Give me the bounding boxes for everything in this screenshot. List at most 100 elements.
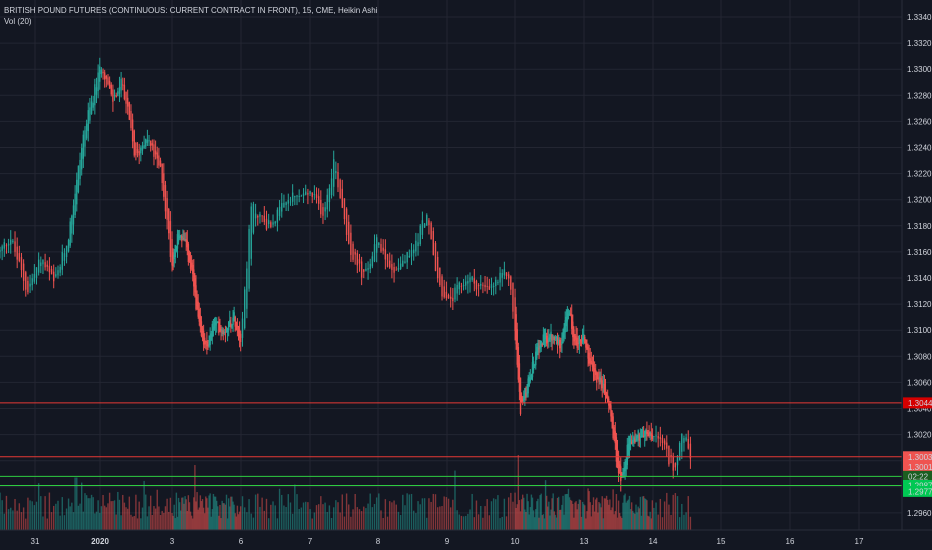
candle-body (343, 198, 346, 220)
candle-body (670, 454, 672, 457)
candle-body (486, 286, 488, 287)
symbol-title[interactable]: BRITISH POUND FUTURES (CONTINUOUS: CURRE… (4, 6, 378, 15)
volume-bar (600, 507, 602, 530)
candle-body (655, 435, 657, 437)
candle-body (84, 130, 86, 147)
volume-bar (173, 504, 175, 530)
candle-body (649, 431, 651, 435)
candle-body (117, 91, 119, 97)
candle-body (156, 152, 158, 159)
candle-body (421, 220, 424, 235)
candle-body (650, 433, 652, 437)
volume-bar (602, 518, 605, 530)
volume-bar (187, 495, 190, 530)
volume-bar (518, 500, 521, 530)
volume-bar (588, 491, 590, 530)
candle-body (663, 440, 666, 445)
candle-body (193, 269, 195, 287)
candle-body (302, 193, 305, 196)
candle-body (161, 163, 163, 183)
candle-body (532, 361, 535, 370)
volume-bar (641, 496, 644, 530)
candle-body (683, 438, 685, 443)
candle-body (186, 240, 188, 248)
candle-body (402, 260, 404, 267)
volume-bar (214, 496, 217, 530)
candle-body (524, 387, 526, 399)
volume-bar (439, 506, 441, 530)
candle-body (604, 389, 607, 396)
level-lines[interactable] (0, 402, 902, 486)
candle-body (564, 320, 566, 333)
volume-bar (181, 497, 183, 530)
volume-bar (276, 518, 279, 530)
candle-body (140, 147, 142, 154)
candles[interactable] (0, 57, 692, 492)
candle-body (567, 313, 570, 316)
volume-bar (480, 505, 482, 530)
volume-bar (386, 516, 389, 530)
candle-body (108, 80, 111, 89)
candle-body (539, 345, 541, 349)
candle-body (173, 254, 175, 260)
volume-bar (358, 509, 361, 530)
price-tick-label: 1.3220 (907, 170, 932, 179)
volume-bar (143, 480, 145, 530)
time-axis[interactable]: 31 2020 3 6 7 8 9 10 13 14 15 16 17 (31, 537, 864, 546)
candle-body (365, 268, 367, 271)
volume-bar (469, 509, 471, 530)
volume-bar (649, 511, 651, 530)
volume-bar (657, 514, 659, 530)
candle-body (497, 282, 499, 283)
volume-bar (646, 500, 648, 530)
volume-indicator-label[interactable]: Vol (20) (4, 17, 32, 26)
candle-body (471, 276, 473, 280)
volume-bar (148, 506, 150, 530)
candle-body (360, 261, 363, 278)
candle-body (499, 272, 501, 283)
candle-body (5, 245, 8, 247)
volume-bar (190, 515, 193, 530)
volume-bar (536, 501, 538, 530)
volume-bar (525, 511, 527, 530)
candle-body (50, 268, 53, 275)
volume-bar (560, 509, 562, 530)
volume-bar (94, 513, 96, 530)
volume-bar (650, 518, 652, 530)
volume-bar (542, 514, 545, 530)
candle-body (572, 321, 574, 338)
candle-body (514, 297, 516, 331)
candle-body (219, 327, 221, 331)
volume-bar (294, 484, 296, 530)
volume-bar (687, 496, 689, 530)
candle-body (410, 249, 413, 257)
candle-body (205, 341, 207, 343)
candle-body (31, 278, 33, 286)
price-tick-label: 1.3200 (907, 196, 932, 205)
volume-bar (72, 512, 75, 530)
volume-bar (278, 488, 281, 530)
volume-bar (131, 516, 134, 530)
candle-body (22, 263, 25, 281)
candle-body (596, 372, 598, 383)
volume-bar (90, 494, 93, 530)
volume-bar (537, 498, 539, 530)
candle-body (599, 376, 601, 380)
candle-body (611, 410, 613, 422)
volume-bar (7, 509, 10, 530)
volume-bar (681, 503, 683, 530)
volume-bar (69, 506, 71, 530)
volume-bar (519, 511, 522, 530)
volume-bar (113, 500, 116, 530)
volume-bar (458, 514, 460, 530)
candle-body (265, 218, 268, 230)
candle-body (635, 439, 637, 442)
volume-bar (171, 512, 173, 530)
candle-body (281, 203, 283, 212)
volume-bar (87, 498, 89, 530)
volume-bar (151, 514, 154, 530)
volume-bar (389, 501, 391, 530)
candle-body (517, 346, 520, 380)
candle-body (593, 368, 596, 372)
